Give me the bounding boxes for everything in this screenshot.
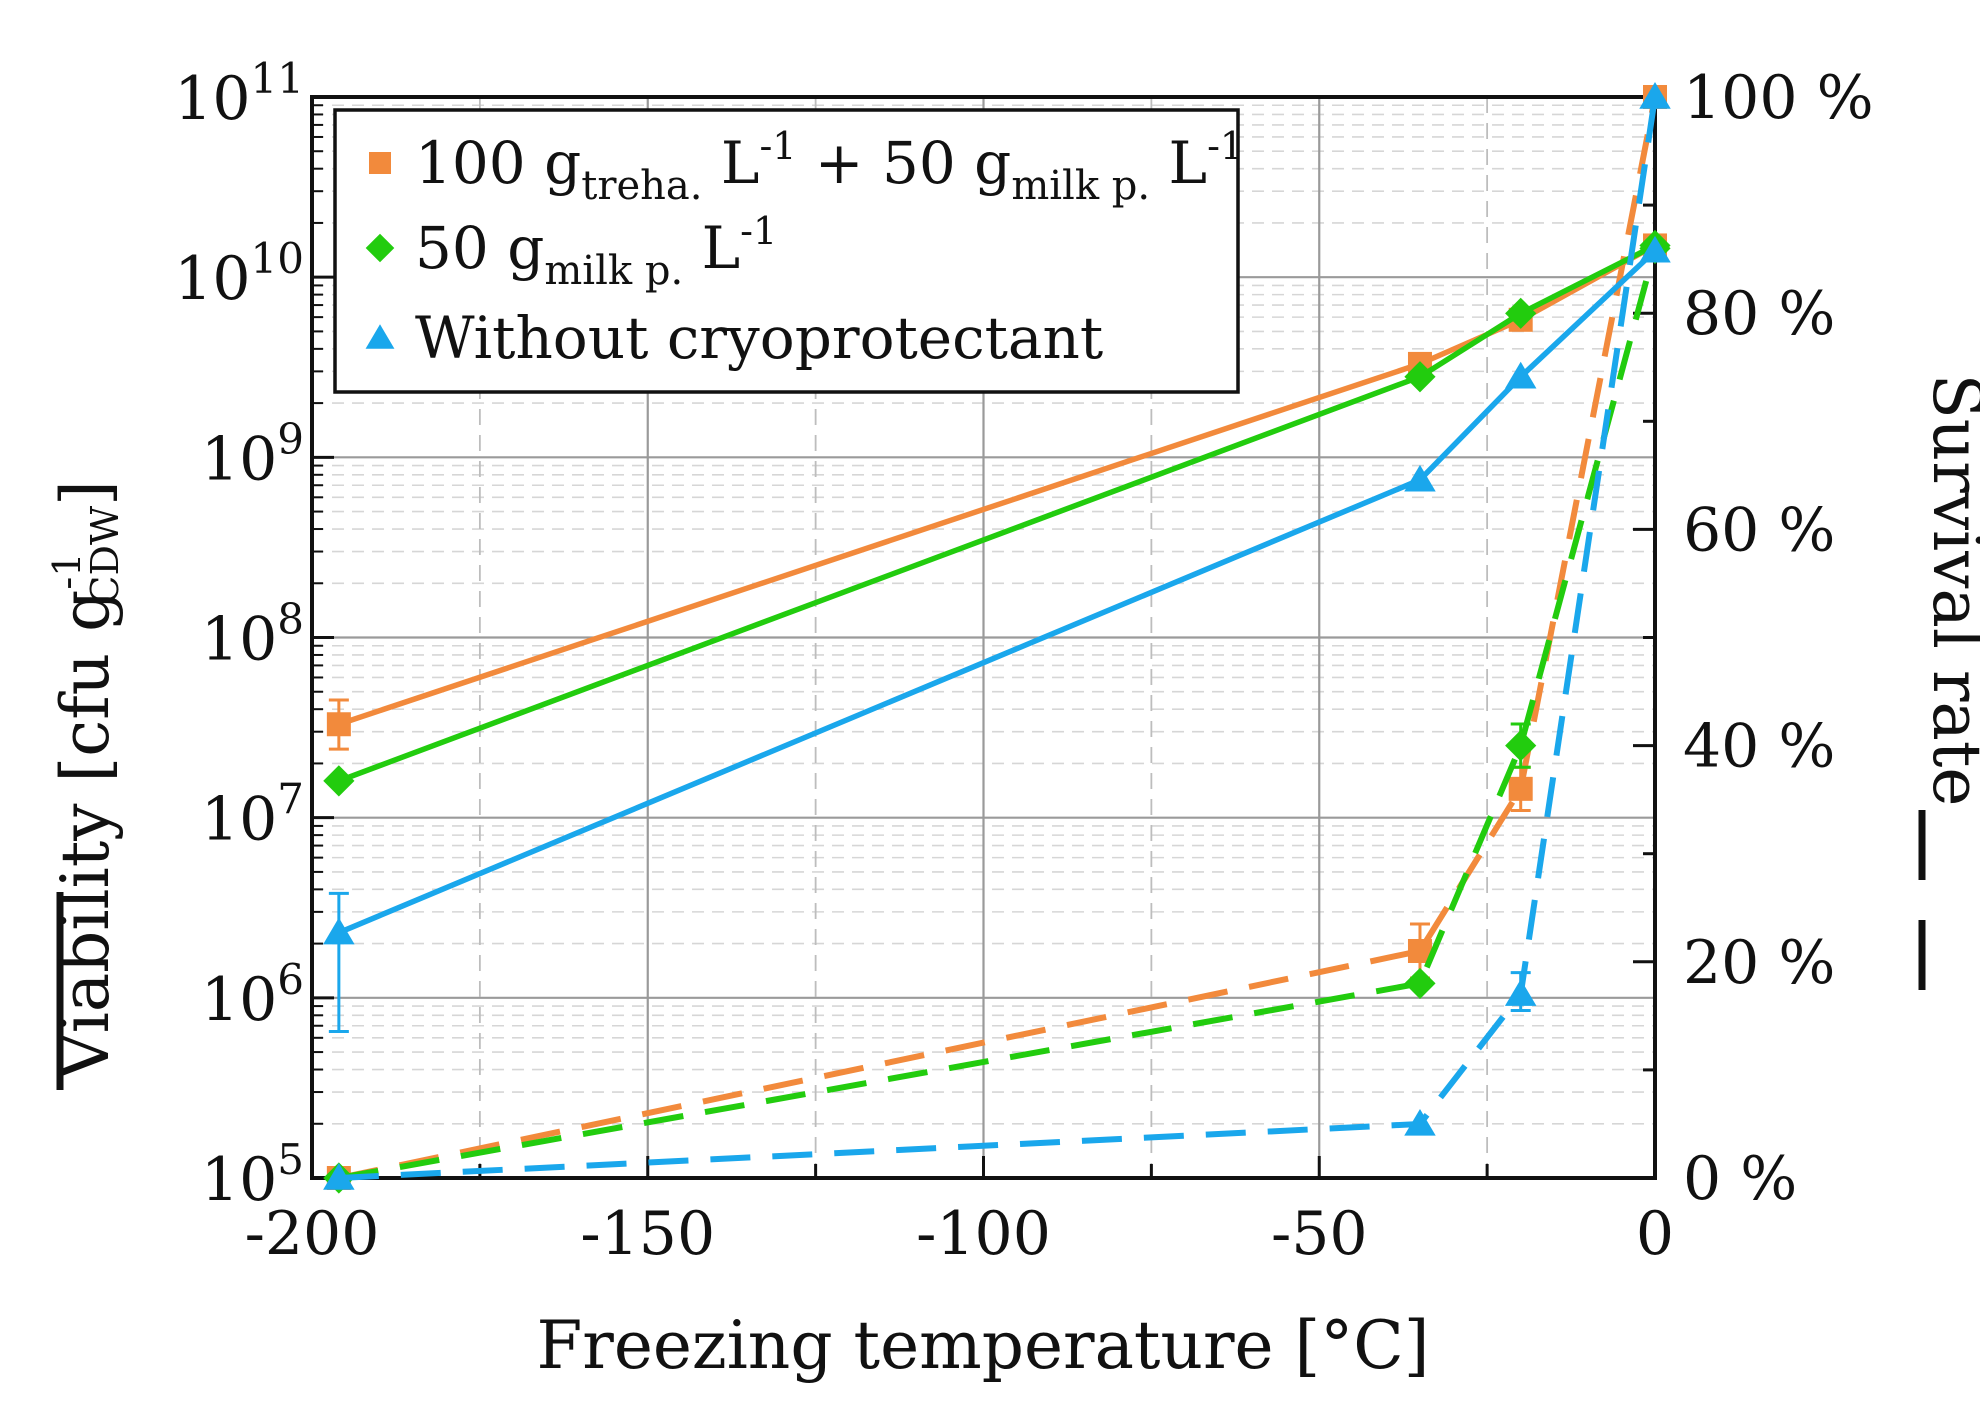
viability-line-50-g-milk-p-l-1 xyxy=(337,242,1657,784)
y-tick-exponent: 11 xyxy=(251,54,304,103)
x-tick-label: -150 xyxy=(580,1199,715,1269)
legend-label-part: -1 xyxy=(740,209,777,253)
survival-line-100-g-treha-l-1-50-g-milk-p-l-1 xyxy=(338,96,1658,1181)
y-tick-base: 10 xyxy=(201,965,277,1035)
y2-axis-title: Survival rate xyxy=(1918,374,1980,990)
legend-label: 100 gtreha. L-1 + 50 gmilk p. L-1 xyxy=(415,124,1244,209)
y-axis-title-text: Viability [cfu g-1CDW] xyxy=(45,480,127,1081)
legend-item-100-g-treha-l-1-50-g-milk-p-l-1: 100 gtreha. L-1 + 50 gmilk p. L-1 xyxy=(369,124,1244,209)
survival-point xyxy=(1505,730,1537,762)
legend-label-part: L xyxy=(1150,129,1207,197)
legend-label-part: L xyxy=(683,214,740,282)
y2-tick-label: 100 % xyxy=(1683,63,1874,133)
legend: 100 gtreha. L-1 + 50 gmilk p. L-150 gmil… xyxy=(333,108,1244,394)
viability-line-without-cryoprotectant xyxy=(337,248,1657,936)
x-tick-label: -200 xyxy=(245,1199,380,1269)
viability-point xyxy=(1404,361,1436,393)
y2-tick-label: 0 % xyxy=(1683,1144,1797,1214)
legend-marker xyxy=(369,152,391,174)
viability-point xyxy=(323,917,355,945)
y-tick-exponent: 10 xyxy=(251,234,304,283)
legend-label-part: milk p. xyxy=(544,248,683,294)
viability-point xyxy=(1505,297,1537,329)
legend-marker xyxy=(365,233,395,263)
survival-point xyxy=(1639,82,1671,109)
y2-tick-label: 80 % xyxy=(1683,279,1835,349)
y-tick-exponent: 7 xyxy=(277,775,304,824)
legend-box xyxy=(333,108,1240,394)
legend-marker xyxy=(365,324,395,349)
survival-line-without-cryoprotectant xyxy=(338,96,1658,1181)
legend-label-part: L xyxy=(702,129,759,197)
y2-tick-label: 40 % xyxy=(1683,712,1835,782)
survival-point xyxy=(323,1163,355,1190)
series-without-cryoprotectant xyxy=(323,82,1671,1190)
y-tick-label: 105 xyxy=(201,1135,304,1215)
y-axis-title-sup: -1 xyxy=(45,553,89,590)
legend-label-part: -1 xyxy=(759,124,796,168)
x-tick-labels: -200 -150 -100 -50 0 xyxy=(245,1199,1674,1269)
y-axis-title-sub: CDW xyxy=(83,506,127,605)
legend-label-part: Without cryoprotectant xyxy=(415,304,1103,372)
y-tick-base: 10 xyxy=(201,605,277,675)
series-50-g-milk-p-l-1 xyxy=(323,229,1671,1194)
legend-label-part: + 50 g xyxy=(796,129,1011,197)
viability-point xyxy=(1504,361,1537,389)
y-axis-title-close: ] xyxy=(47,480,124,506)
y-tick-exponent: 9 xyxy=(277,414,304,463)
y-axis-title-main: Viability [cfu g xyxy=(47,590,124,1081)
viability-point xyxy=(323,765,355,797)
legend-item-without-cryoprotectant: Without cryoprotectant xyxy=(365,304,1103,372)
legend-label: Without cryoprotectant xyxy=(415,304,1103,372)
legend-label-part: 50 g xyxy=(415,214,544,282)
y-tick-base: 10 xyxy=(174,244,250,314)
legend-label-part: milk p. xyxy=(1011,163,1150,209)
legend-label: 50 gmilk p. L-1 xyxy=(415,209,777,294)
y-tick-exponent: 5 xyxy=(277,1135,304,1184)
y2-axis-title-text: Survival rate xyxy=(1918,374,1980,807)
legend-label-part: 100 g xyxy=(415,129,581,197)
y2-tick-labels: 0 % 20 % 40 % 60 % 80 % 100 % xyxy=(1683,63,1874,1214)
y2-tick-label: 60 % xyxy=(1683,495,1835,565)
survival-point xyxy=(1504,979,1537,1006)
y-tick-base: 10 xyxy=(201,424,277,494)
x-axis-title: Freezing temperature [°C] xyxy=(536,1307,1429,1384)
y-tick-exponent: 8 xyxy=(277,595,304,644)
legend-item-50-g-milk-p-l-1: 50 gmilk p. L-1 xyxy=(365,209,777,294)
x-tick-label: -50 xyxy=(1271,1199,1368,1269)
survival-point xyxy=(1508,776,1533,801)
legend-label-part: -1 xyxy=(1207,124,1244,168)
x-tick-label: -100 xyxy=(916,1199,1051,1269)
series xyxy=(323,82,1671,1194)
y2-tick-label: 20 % xyxy=(1683,928,1835,998)
y-tick-exponent: 6 xyxy=(277,955,304,1004)
y-tick-label: 107 xyxy=(201,775,304,855)
y-tick-label: 106 xyxy=(201,955,304,1035)
survival-point xyxy=(1404,1108,1436,1136)
y-axis-title: Viability [cfu g-1CDW] xyxy=(45,480,127,1090)
y-tick-label: 1011 xyxy=(174,54,304,134)
x-tick-label: 0 xyxy=(1636,1199,1674,1269)
y-tick-label: 1010 xyxy=(174,234,304,314)
viability-point xyxy=(1639,235,1671,263)
axis-ticks xyxy=(310,95,1657,1180)
survival-line-50-g-milk-p-l-1 xyxy=(338,247,1658,1181)
viability-point xyxy=(326,712,351,737)
legend-label-part: treha. xyxy=(581,163,702,209)
y-tick-label: 109 xyxy=(201,414,304,494)
viability-errorbar xyxy=(328,891,349,1034)
viability-point xyxy=(1404,464,1436,492)
y-tick-base: 10 xyxy=(201,785,277,855)
y-tick-base: 10 xyxy=(201,1145,277,1215)
y-tick-label: 108 xyxy=(201,595,304,675)
y-tick-base: 10 xyxy=(174,64,250,134)
survival-point xyxy=(1404,967,1436,1000)
